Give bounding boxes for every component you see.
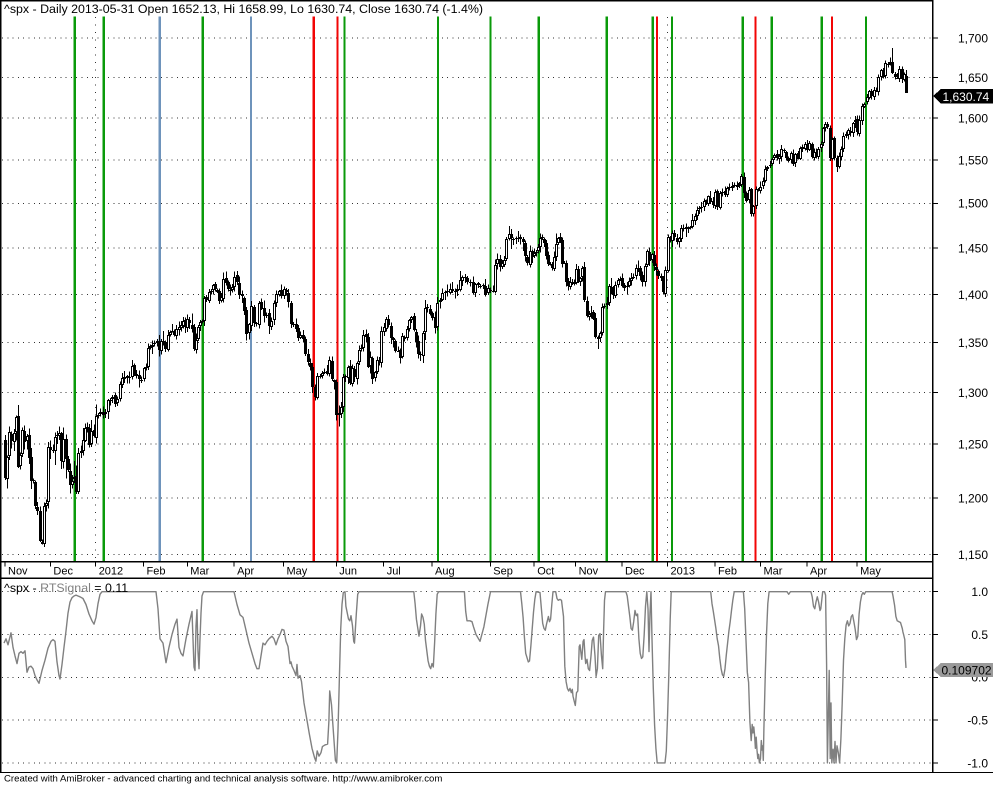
svg-text:1,250: 1,250	[958, 438, 988, 452]
svg-text:Feb: Feb	[718, 566, 737, 578]
svg-text:Aug: Aug	[435, 566, 455, 578]
svg-text:0.109702: 0.109702	[942, 663, 992, 677]
svg-text:May: May	[860, 566, 881, 578]
svg-text:-1.0: -1.0	[967, 756, 988, 770]
svg-text:May: May	[287, 566, 308, 578]
svg-text:1,650: 1,650	[958, 71, 988, 85]
svg-text:1,150: 1,150	[958, 548, 988, 562]
svg-text:1,700: 1,700	[958, 31, 988, 45]
svg-text:1.0: 1.0	[971, 585, 988, 599]
svg-text:-0.5: -0.5	[967, 714, 988, 728]
svg-text:1,350: 1,350	[958, 336, 988, 350]
svg-text:1,630.74: 1,630.74	[943, 90, 990, 104]
svg-text:Dec: Dec	[625, 566, 645, 578]
svg-text:Mar: Mar	[190, 566, 209, 578]
svg-text:2012: 2012	[99, 566, 123, 578]
svg-text:Dec: Dec	[53, 566, 73, 578]
svg-text:^spx - RTSignal = 0.11: ^spx - RTSignal = 0.11	[4, 581, 128, 595]
svg-text:2013: 2013	[671, 566, 695, 578]
svg-text:Apr: Apr	[810, 566, 827, 578]
svg-text:Nov: Nov	[579, 566, 599, 578]
svg-text:Jul: Jul	[387, 566, 401, 578]
svg-text:1,200: 1,200	[958, 492, 988, 506]
svg-text:Apr: Apr	[237, 566, 254, 578]
svg-text:0.5: 0.5	[971, 628, 988, 642]
svg-text:1,600: 1,600	[958, 111, 988, 125]
svg-text:Feb: Feb	[147, 566, 166, 578]
svg-text:Mar: Mar	[764, 566, 783, 578]
svg-text:Nov: Nov	[8, 566, 28, 578]
svg-text:1,300: 1,300	[958, 386, 988, 400]
svg-text:^spx - Daily 2013-05-31 Open 1: ^spx - Daily 2013-05-31 Open 1652.13, Hi…	[4, 2, 483, 16]
svg-text:Sep: Sep	[493, 566, 513, 578]
svg-text:1,450: 1,450	[958, 242, 988, 256]
svg-text:1,500: 1,500	[958, 197, 988, 211]
svg-text:Jun: Jun	[339, 566, 357, 578]
svg-text:Created with AmiBroker - advan: Created with AmiBroker - advanced charti…	[4, 774, 442, 785]
svg-text:1,550: 1,550	[958, 153, 988, 167]
svg-text:1,400: 1,400	[958, 288, 988, 302]
svg-text:Oct: Oct	[537, 566, 554, 578]
